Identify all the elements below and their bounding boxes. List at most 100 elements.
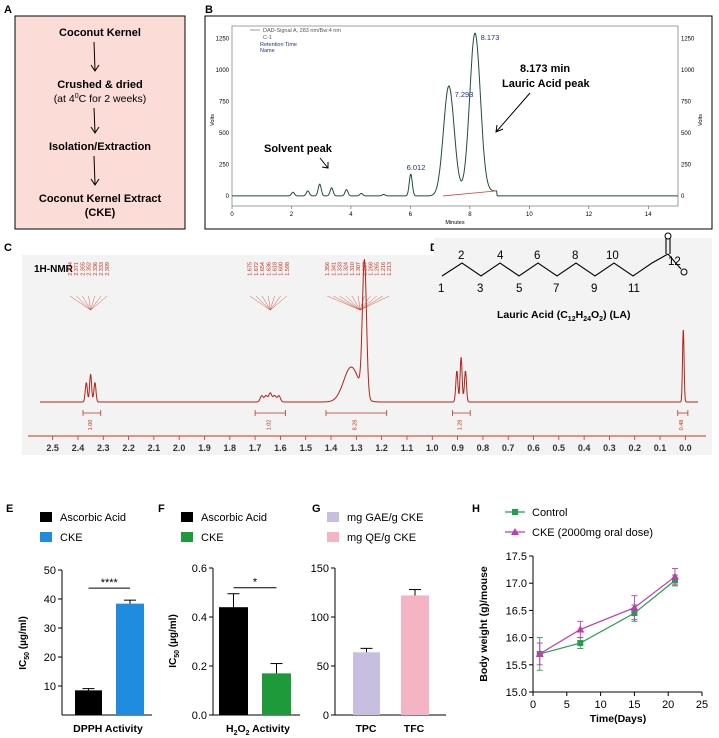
nmr-peak-leader xyxy=(270,295,275,311)
nmr-peak-label: 2.352 xyxy=(87,262,93,276)
h-axis-ticks: 0 5 10 15 20 25 15.0 15.5 16.0 16.5 17.0 17.5 xyxy=(506,551,709,711)
e-y-label: IC50 (µg/ml) xyxy=(18,616,31,670)
nmr-peak-label: 1.598 xyxy=(285,262,291,276)
h-x-tick-label: 25 xyxy=(696,699,708,711)
nmr-peak-leader xyxy=(268,295,271,311)
nmr-ppm-axis: 2.5 2.4 2.3 2.2 2.1 2.0 1.9 1.8 1.7 1.6 1.5 1.4 1.3 1… xyxy=(28,435,706,453)
lauric-acid-caption: Lauric Acid (C12H24O2) (LA) xyxy=(497,309,630,323)
point-cke-2000mg-oral-dose- xyxy=(630,603,639,611)
nmr-peak-label: 2.371 xyxy=(74,262,80,276)
nmr-peak-leader xyxy=(88,295,91,311)
x-label: Minutes xyxy=(445,220,465,226)
nmr-peak-label: 1.341 xyxy=(331,262,337,276)
g-y-ticks: 0 50 100 150 xyxy=(311,563,335,722)
carbonyl-bond xyxy=(665,238,671,254)
ppm-tick-label: 0.0 xyxy=(679,443,692,453)
f-bars: * xyxy=(219,577,291,715)
nmr-peak-leader xyxy=(76,295,91,311)
hydroxyl-oxygen xyxy=(680,268,688,276)
ppm-tick-label: 1.7 xyxy=(249,443,262,453)
bar-cke xyxy=(116,603,144,715)
ppm-tick-label: 2.4 xyxy=(72,443,85,453)
peak-label-7293: 7.293 xyxy=(455,90,474,99)
y-tick-label: 0.0 xyxy=(192,710,207,722)
hydroxyl-bond xyxy=(667,253,682,270)
b-y-tick-label: 250 xyxy=(219,162,230,168)
significance-marker: **** xyxy=(101,577,119,589)
b-y-tick-label-right: 250 xyxy=(681,162,692,168)
nmr-peak-label: 1.356 xyxy=(325,262,331,276)
svg-text:8: 8 xyxy=(572,250,578,262)
nmr-peak-label: 1.324 xyxy=(344,262,350,276)
svg-text:5: 5 xyxy=(516,283,522,295)
e-bars: **** xyxy=(75,577,144,715)
b-y-tick-label: 750 xyxy=(219,100,230,106)
point-control xyxy=(577,640,584,647)
ppm-tick-label: 1.5 xyxy=(299,443,312,453)
b-x-tick-label: 8 xyxy=(468,212,472,218)
panel-letter-f: F xyxy=(158,503,165,515)
solvent-peak-annotation: Solvent peak xyxy=(264,143,333,155)
nmr-peak-leader xyxy=(90,295,102,311)
h-y-tick-label: 16.5 xyxy=(506,605,527,617)
integral-value: 1.28 xyxy=(457,420,463,431)
ppm-tick-label: 1.4 xyxy=(325,443,338,453)
nmr-peak-leader xyxy=(339,295,361,311)
legend-f-ascorbic: Ascorbic Acid xyxy=(201,512,267,524)
step-coconut-kernel: Coconut Kernel xyxy=(59,27,141,39)
header-sample: C-1 xyxy=(263,35,272,41)
lauric-name-annotation: Lauric Acid peak xyxy=(502,78,591,90)
y-tick-label: 10 xyxy=(44,681,56,693)
nmr-spectrum xyxy=(40,259,698,403)
nmr-peak-leader xyxy=(270,295,281,311)
ppm-tick-label: 0.6 xyxy=(527,443,540,453)
legend-g-qe: mg QE/g CKE xyxy=(347,532,416,544)
h-x-tick-label: 20 xyxy=(662,699,674,711)
y-tick-label: 0.4 xyxy=(192,612,207,624)
integral-value: 1.00 xyxy=(88,420,94,431)
nmr-peak-leader xyxy=(261,295,271,311)
svg-text:1: 1 xyxy=(438,283,444,295)
y-label-right: Volts xyxy=(698,114,704,126)
nmr-peak-leader xyxy=(359,295,371,311)
carbonyl-oxygen xyxy=(664,232,672,240)
b-x-tick-label: 6 xyxy=(409,212,413,218)
b-y-tick-label-right: 1250 xyxy=(681,37,695,43)
svg-text:2: 2 xyxy=(458,250,464,262)
header-retention: Retention Time xyxy=(260,42,297,48)
panel-h-bodyweight: Control CKE (2000mg oral dose) 0 5 10 15 20 2… xyxy=(478,507,708,725)
nmr-peak-label: 1.268 xyxy=(369,262,375,276)
chromatogram-frame xyxy=(204,15,713,230)
lauric-time-annotation: 8.173 min xyxy=(520,63,570,75)
nmr-peak-leader xyxy=(327,295,361,311)
integral-value: 1.02 xyxy=(266,420,272,431)
legend-f-cke: CKE xyxy=(201,532,224,544)
nmr-peak-label: 1.675 xyxy=(248,262,254,276)
ppm-tick-label: 2.5 xyxy=(46,443,59,453)
carbon-numbers: 1 2 3 4 5 6 7 8 9 10 11 12 xyxy=(438,250,681,295)
b-y-tick-label: 1000 xyxy=(216,68,230,74)
arrow-2 xyxy=(90,107,100,134)
nmr-peak-label: 2.309 xyxy=(105,262,111,276)
nmr-peak-label: 2.333 xyxy=(99,262,105,276)
ppm-tick-label: 0.7 xyxy=(502,443,515,453)
line-control xyxy=(539,580,676,655)
nmr-integrals: 1.00 1.02 8.28 1.28 0.48 xyxy=(82,410,689,431)
nmr-peak-label: 1.216 xyxy=(381,262,387,276)
nmr-peak-leader xyxy=(333,295,361,311)
ppm-tick-label: 2.1 xyxy=(148,443,161,453)
g-cat-tpc: TPC xyxy=(356,723,377,735)
point-cke-2000mg-oral-dose- xyxy=(576,625,585,633)
ppm-tick-label: 0.1 xyxy=(654,443,667,453)
chromatogram-trace xyxy=(232,32,678,197)
svg-text:7: 7 xyxy=(553,283,559,295)
b-axis-ticks: 0 2 4 6 8 10 12 14 0 0 250 250 500 500 750 750 1000 1000 1… xyxy=(216,37,695,218)
h-y-tick-label: 15.5 xyxy=(506,660,527,672)
nmr-peak-label: 1.310 xyxy=(350,262,356,276)
svg-text:9: 9 xyxy=(591,283,597,295)
flow-arrows xyxy=(90,41,100,186)
ppm-tick-label: 0.5 xyxy=(553,443,566,453)
b-y-tick-label: 500 xyxy=(219,131,230,137)
b-x-tick-label: 14 xyxy=(645,212,652,218)
nmr-peak-leader xyxy=(357,295,361,311)
